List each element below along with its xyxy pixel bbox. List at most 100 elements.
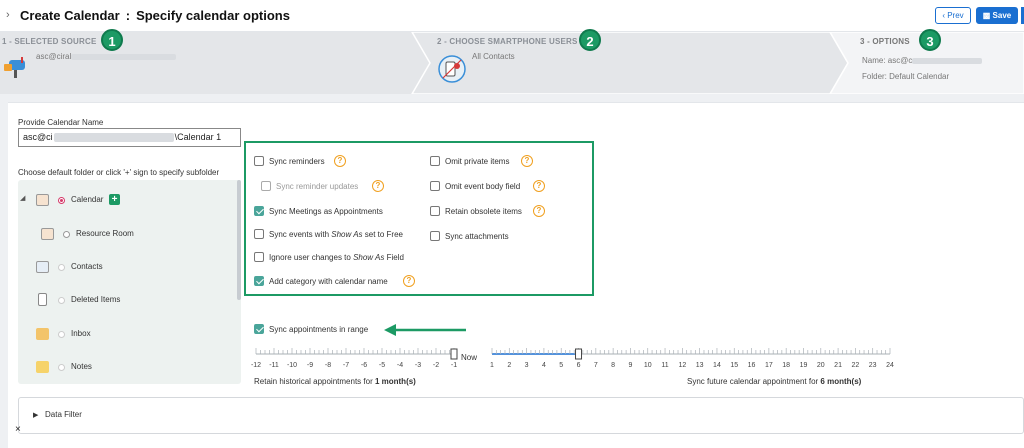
calendar-icon [36,194,49,206]
add-subfolder-button[interactable]: + [109,194,120,205]
option-label: Sync events with Show As set to Free [269,230,403,239]
expand-triangle-icon[interactable]: ◢ [20,195,26,202]
option-label: Sync attachments [445,232,509,241]
contact-card-icon [36,261,49,273]
inbox-folder-icon [36,328,49,340]
option-label: Sync appointments in range [269,325,369,334]
checkbox-add-category[interactable] [254,276,264,286]
help-icon[interactable]: ? [533,180,545,192]
checkbox-sync-meetings[interactable] [254,206,264,216]
future-range-slider[interactable] [486,345,896,365]
calendar-icon [41,228,54,240]
future-tick-label: 24 [886,362,894,369]
folder-radio-calendar[interactable] [58,197,65,204]
checkbox-sync-range[interactable] [254,324,264,334]
checkbox-ignore-user-changes[interactable] [254,252,264,262]
checkbox-retain-obsolete[interactable] [430,206,440,216]
step-3-label: 3 - OPTIONS [860,37,910,46]
folder-tree-scrollbar[interactable] [237,180,241,300]
step-2-shape[interactable] [411,32,849,94]
data-filter-panel[interactable]: ▶ Data Filter [18,397,1024,434]
past-range-slider[interactable] [248,345,468,365]
folder-row-deleted-items[interactable]: Deleted Items [20,293,220,309]
folder-row-contacts[interactable]: Contacts [20,260,220,276]
folder-radio-deleted-items[interactable] [58,297,65,304]
help-icon[interactable]: ? [533,205,545,217]
checkbox-omit-private[interactable] [430,156,440,166]
folder-radio-contacts[interactable] [58,264,65,271]
extra-button[interactable] [1021,7,1024,24]
option-label-part: Ignore user changes to [269,253,354,262]
prev-button[interactable]: ‹ Prev [935,7,971,24]
calendar-name-input[interactable]: asc@ci \Calendar 1 [18,128,241,147]
future-tick-label: 4 [541,362,546,369]
expand-arrow-icon[interactable]: ▶ [33,412,39,419]
folder-radio-resource-room[interactable] [63,231,70,238]
redacted-text [71,53,177,60]
calendar-name-suffix: \Calendar 1 [174,132,222,142]
past-slider-handle[interactable] [450,348,458,360]
chevron-right-icon[interactable]: › [6,9,10,21]
folder-label: Calendar [71,195,104,204]
now-label: Now [461,353,478,362]
future-range-value: 6 month(s) [820,377,862,386]
folder-radio-notes[interactable] [58,364,65,371]
step-1-label: 1 - SELECTED SOURCE [2,37,97,46]
past-tick-label: -5 [378,362,386,369]
help-icon[interactable]: ? [334,155,346,167]
folder-row-inbox[interactable]: Inbox [20,327,220,343]
folder-row-resource-room[interactable]: Resource Room [20,227,220,243]
future-tick-label: 21 [834,362,842,369]
wizard-steps: 1 - SELECTED SOURCE 1 asc@ciral 2 - CHOO… [0,29,1024,94]
help-icon[interactable]: ? [372,180,384,192]
option-label-part: Show As [353,253,385,262]
future-tick-label: 1 [490,362,494,369]
arrow-left-icon [384,324,466,336]
checkbox-sync-attachments[interactable] [430,231,440,241]
past-tick-label: -8 [324,362,332,369]
close-icon[interactable]: × [15,424,21,435]
step-3-detail-text: Name: asc@c [862,56,913,65]
past-tick-label: -6 [360,362,368,369]
folder-row-notes[interactable]: Notes [20,360,220,376]
folder-label: Notes [71,362,92,371]
folder-tree [18,180,241,384]
future-slider-handle[interactable] [575,348,583,360]
folder-row-calendar[interactable]: ◢ Calendar + [20,193,220,209]
mailbox-icon [4,57,25,78]
folder-label: Deleted Items [71,295,121,304]
folder-label: Inbox [71,329,91,338]
future-tick-label: 10 [643,362,652,369]
future-tick-label: 23 [868,362,877,369]
future-tick-label: 3 [524,362,529,369]
option-label-part: Show As [331,230,363,239]
past-tick-label: -3 [414,362,422,369]
future-tick-label: 15 [730,362,739,369]
folder-radio-inbox[interactable] [58,331,65,338]
help-icon[interactable]: ? [521,155,533,167]
checkbox-sync-free-events[interactable] [254,229,264,239]
title-sub: Specify calendar options [136,8,290,23]
future-range-text: Sync future calendar appointment for [687,377,821,386]
checkbox-sync-reminder-updates[interactable] [261,181,271,191]
option-label: Ignore user changes to Show As Field [269,253,404,262]
checkbox-omit-body[interactable] [430,181,440,191]
title-separator: : [125,8,131,23]
future-tick-label: 14 [713,362,721,369]
save-button[interactable]: ▩ Save [976,7,1018,24]
step-2-label: 2 - CHOOSE SMARTPHONE USERS [437,37,578,46]
checkbox-sync-reminders[interactable] [254,156,264,166]
step-2-detail: All Contacts [472,52,515,61]
option-label-part: set to Free [362,230,403,239]
past-tick-label: -10 [286,362,298,369]
future-tick-label: 6 [576,362,581,369]
future-tick-label: 19 [799,362,808,369]
smartphone-users-icon [438,55,466,83]
past-tick-label: -12 [250,362,262,369]
help-icon[interactable]: ? [403,275,415,287]
future-tick-label: 13 [695,362,704,369]
past-range-text: Retain historical appointments for [254,377,375,386]
top-bar: › Create Calendar: Specify calendar optio… [0,0,1024,32]
past-range-value: 1 month(s) [374,377,416,386]
